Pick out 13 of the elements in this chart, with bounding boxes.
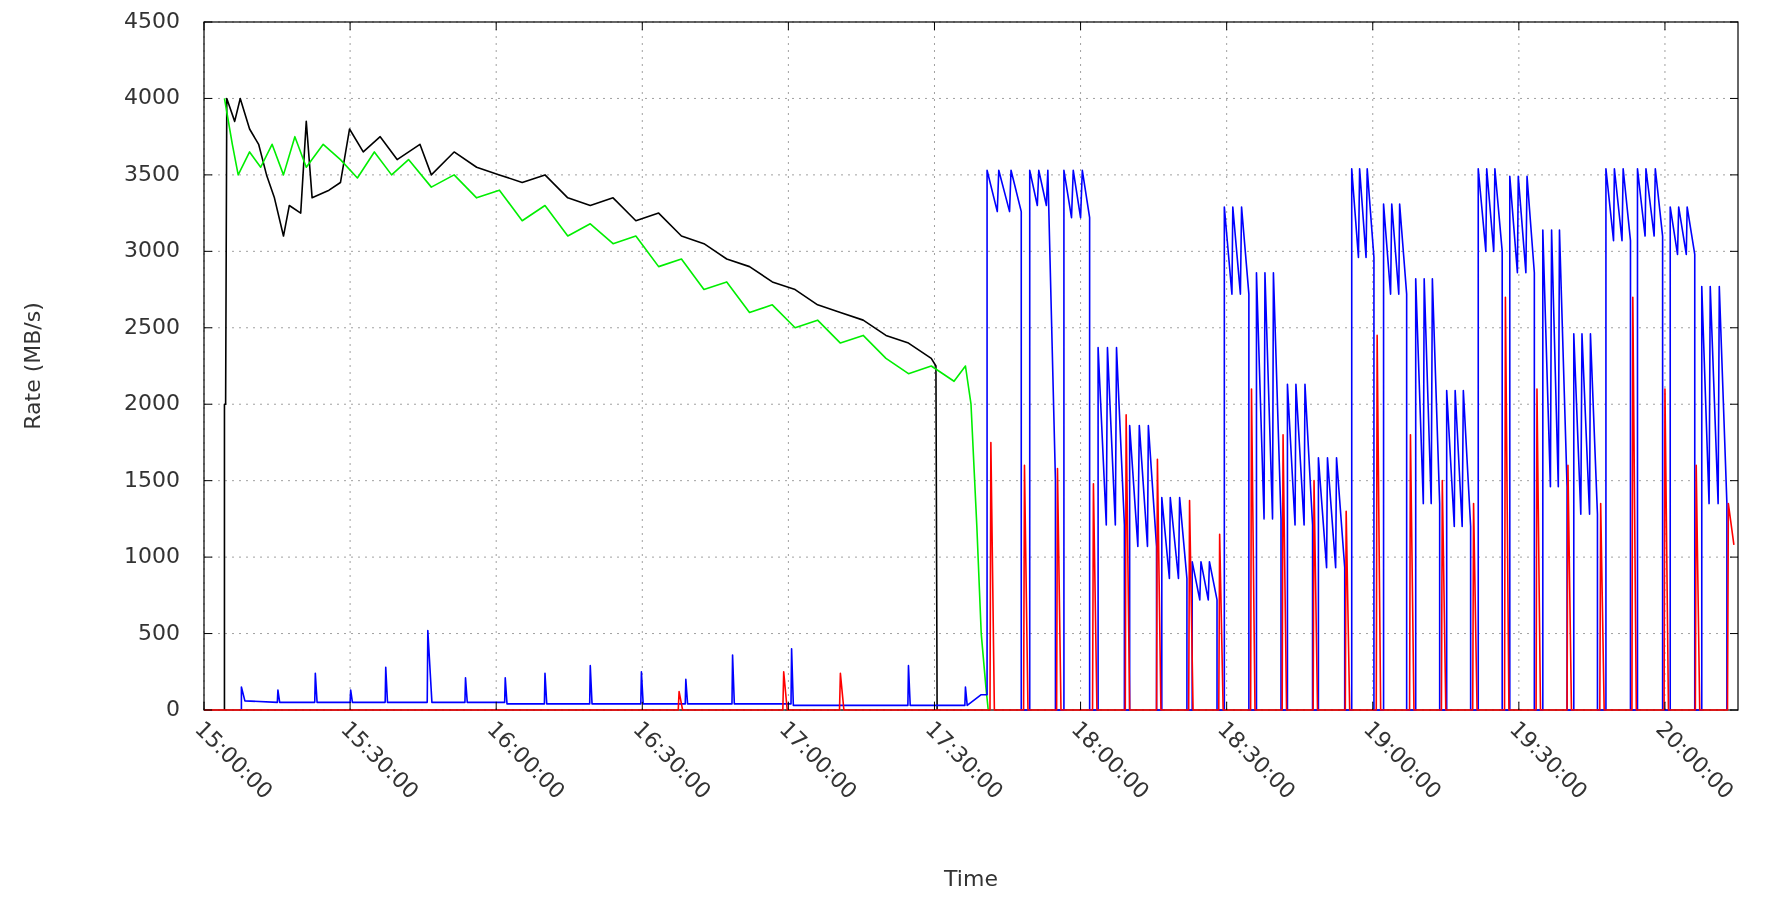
y-tick-label: 500 xyxy=(138,619,180,645)
y-tick-label: 1000 xyxy=(124,543,180,569)
y-tick-label: 4500 xyxy=(124,8,180,33)
line-series xyxy=(240,167,1728,711)
y-tick-label: 3000 xyxy=(124,237,180,263)
y-tick-label: 2500 xyxy=(124,313,180,339)
y-tick-label: 1500 xyxy=(124,466,180,492)
x-axis-title: Time xyxy=(943,866,998,891)
y-axis-title: Rate (MB/s) xyxy=(20,302,45,430)
y-tick-label: 3500 xyxy=(124,160,180,186)
y-tick-label: 4000 xyxy=(124,84,180,110)
y-tick-label: 2000 xyxy=(124,390,180,416)
y-tick-label: 0 xyxy=(166,696,180,721)
